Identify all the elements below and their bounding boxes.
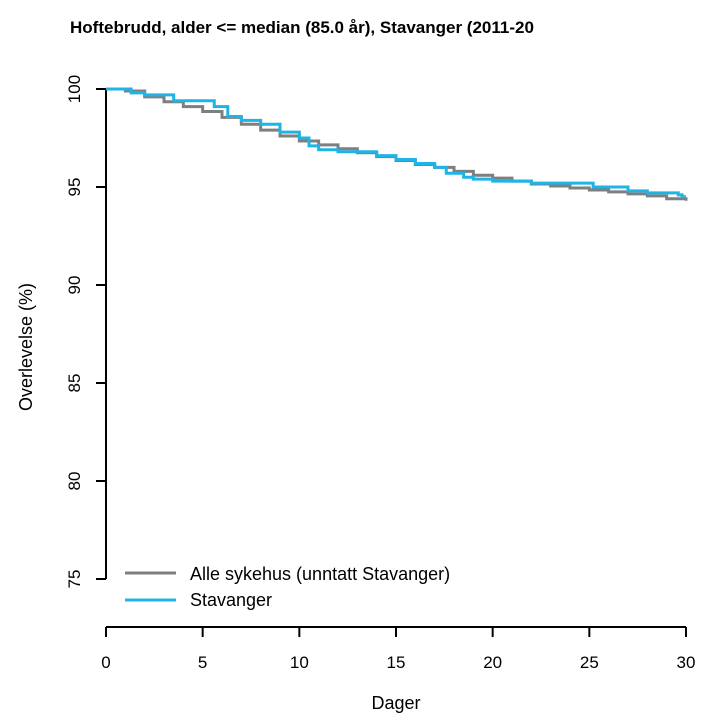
x-tick-label: 25 — [580, 653, 599, 672]
legend-label-stavanger: Stavanger — [190, 590, 272, 610]
y-axis: 75 80 85 90 95 100 — [65, 75, 107, 589]
x-axis: 0 5 10 15 20 25 30 — [101, 626, 695, 672]
x-tick-label: 0 — [101, 653, 110, 672]
legend: Alle sykehus (unntatt Stavanger) Stavang… — [125, 564, 450, 610]
legend-label-alle-sykehus: Alle sykehus (unntatt Stavanger) — [190, 564, 450, 584]
series-layer — [106, 87, 688, 201]
y-tick-label: 85 — [65, 374, 84, 393]
x-axis-title: Dager — [371, 693, 420, 713]
chart-title: Hoftebrudd, alder <= median (85.0 år), S… — [70, 18, 534, 37]
y-tick-label: 90 — [65, 276, 84, 295]
y-axis-title: Overlevelse (%) — [16, 283, 36, 411]
x-tick-label: 10 — [290, 653, 309, 672]
x-ticks: 0 5 10 15 20 25 30 — [101, 627, 695, 672]
x-tick-label: 15 — [387, 653, 406, 672]
x-tick-label: 20 — [483, 653, 502, 672]
series-line-stavanger — [106, 87, 686, 199]
x-tick-label: 5 — [198, 653, 207, 672]
y-ticks: 75 80 85 90 95 100 — [65, 75, 106, 589]
y-tick-label: 75 — [65, 570, 84, 589]
y-tick-label: 95 — [65, 178, 84, 197]
x-tick-label: 30 — [677, 653, 696, 672]
y-tick-label: 100 — [65, 75, 84, 103]
series-line-alle-sykehus-unntatt-stavanger — [106, 87, 688, 201]
y-tick-label: 80 — [65, 472, 84, 491]
